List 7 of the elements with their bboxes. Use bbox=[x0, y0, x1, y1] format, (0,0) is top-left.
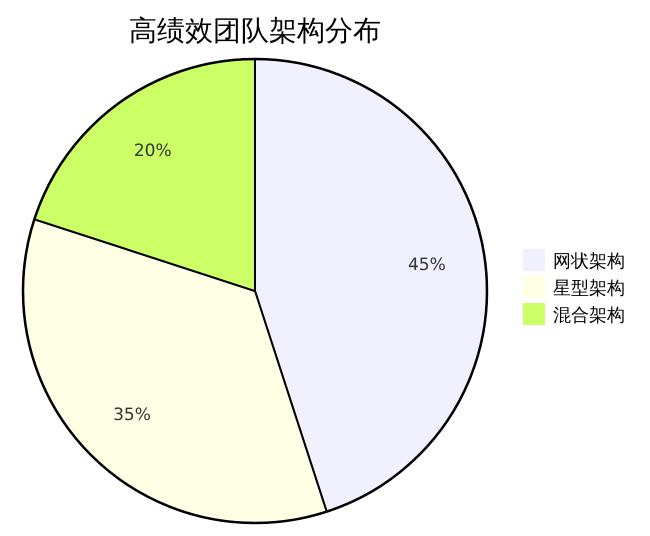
data-label: 20% bbox=[134, 141, 172, 162]
data-label: 35% bbox=[113, 405, 151, 426]
slice-label: 网状架构 bbox=[553, 251, 625, 272]
legend-label: 混合架构 bbox=[553, 305, 625, 326]
data-label: 45% bbox=[408, 254, 446, 275]
chart-title: 高绩效团队架构分布 bbox=[129, 14, 381, 47]
legend-label: 星型架构 bbox=[553, 278, 625, 299]
